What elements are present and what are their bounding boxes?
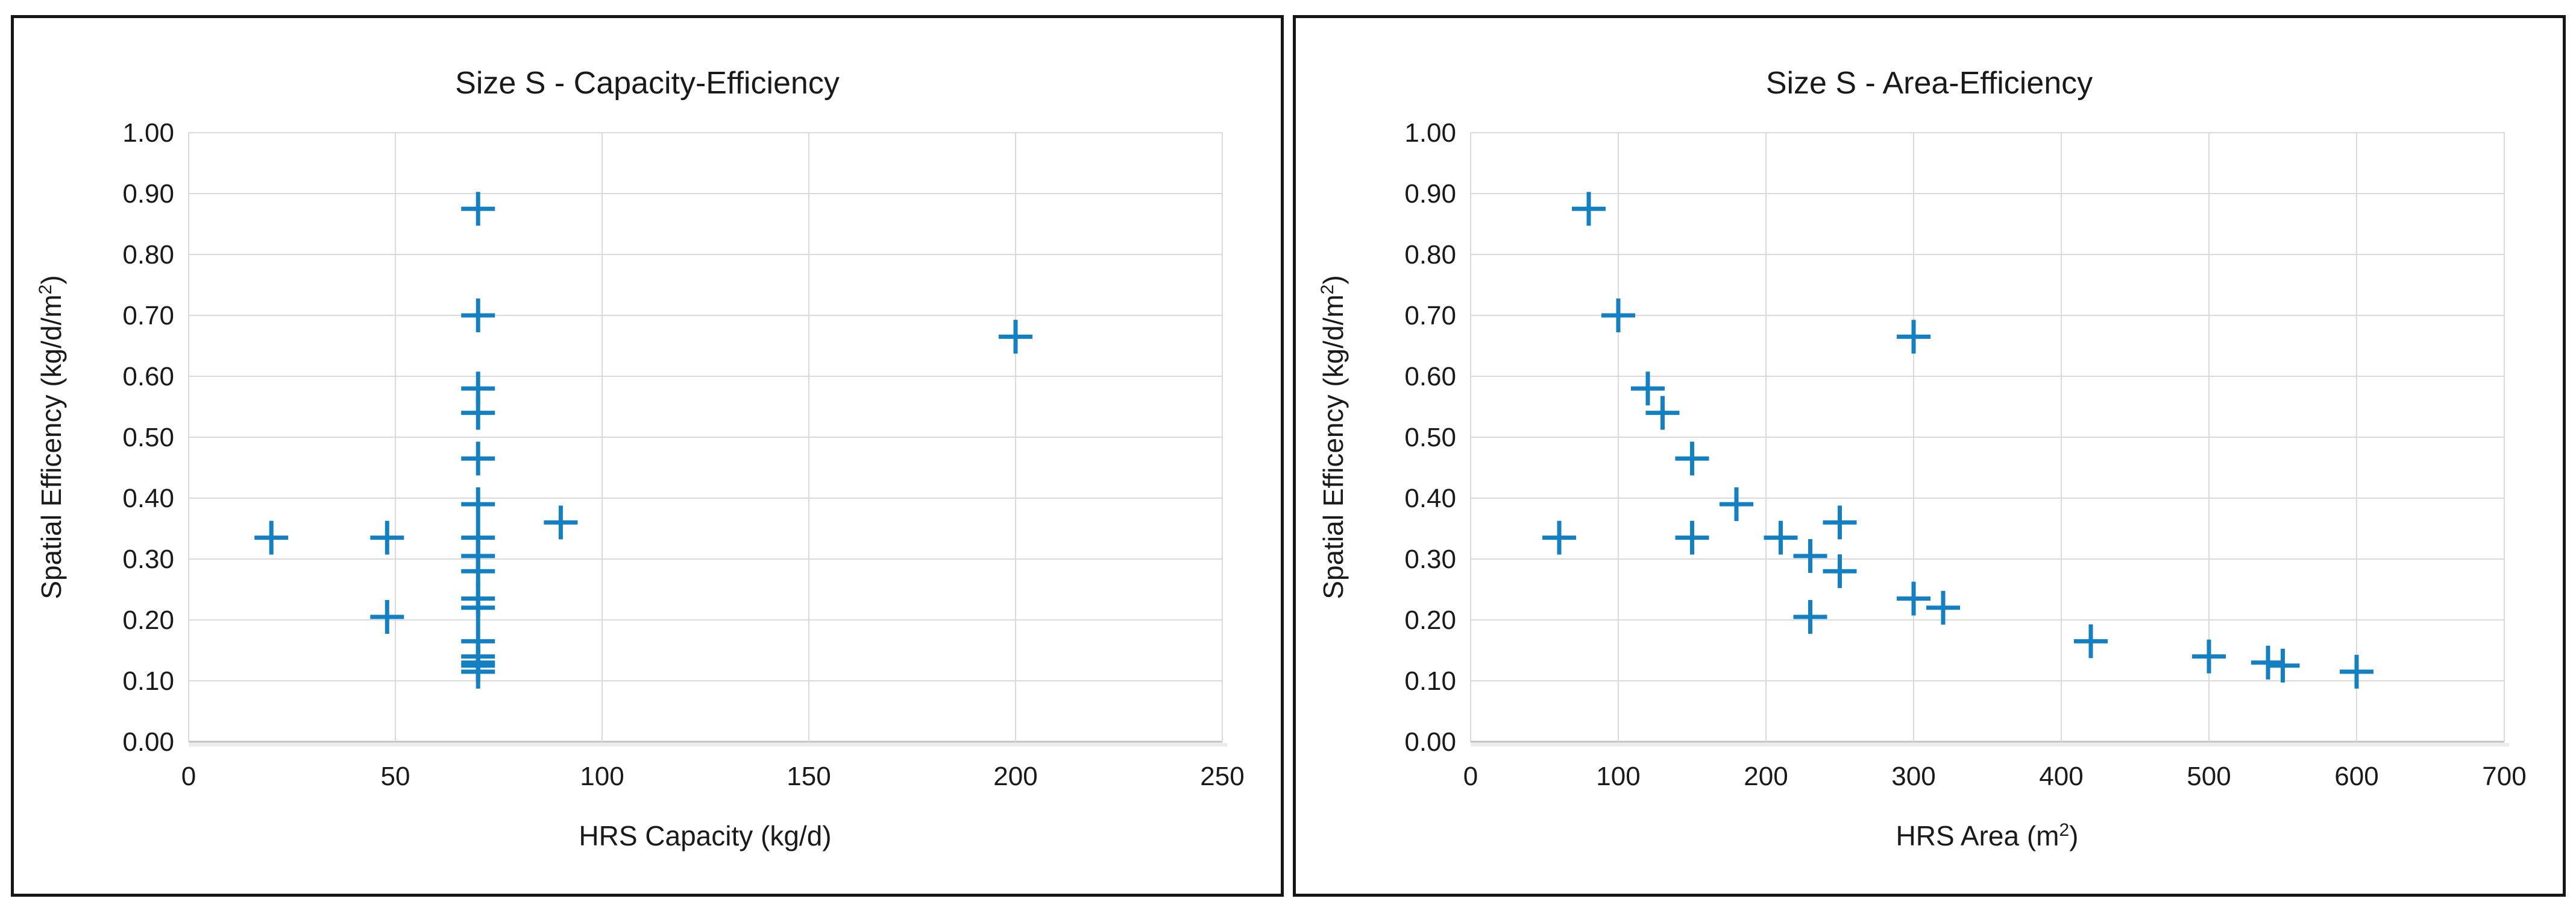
- x-tick-label: 50: [381, 762, 410, 791]
- data-point-marker: [2074, 624, 2108, 659]
- data-point-marker: [254, 520, 289, 555]
- data-point-marker: [1675, 441, 1709, 476]
- data-point-marker: [2266, 648, 2300, 683]
- data-point-marker: [461, 299, 495, 332]
- y-tick-label: 0.50: [122, 423, 174, 452]
- capacity-efficiency-chart-panel: 0.00 0.10 0.20 0.30 0.40 0.50 0.60 0.70 0.80 0.90…: [11, 15, 1284, 897]
- data-point-marker: [1572, 192, 1606, 226]
- x-tick-label: 200: [1744, 762, 1788, 791]
- capacity-grid-layer: [188, 132, 1227, 747]
- y-tick-label: 0.40: [122, 484, 174, 513]
- y-tick-label: 0.90: [1404, 179, 1456, 209]
- y-tick-label: 0.50: [1404, 423, 1456, 452]
- chart-title: Size S - Area-Efficiency: [1766, 66, 2093, 101]
- x-tick-label: 0: [1463, 762, 1478, 791]
- data-point-marker: [2340, 654, 2373, 689]
- data-point-marker: [1631, 371, 1665, 406]
- data-point-marker: [461, 654, 495, 689]
- data-point-marker: [1793, 599, 1827, 634]
- data-point-marker: [461, 396, 495, 430]
- area-marker-layer: [1542, 192, 2373, 689]
- capacity-marker-layer: [254, 192, 1032, 689]
- x-tick-label: 100: [580, 762, 624, 791]
- y-tick-label: 0.40: [1404, 484, 1456, 513]
- capacity-efficiency-chart: 0.00 0.10 0.20 0.30 0.40 0.50 0.60 0.70 0.80 0.90…: [36, 66, 1245, 851]
- x-tick-label: 700: [2482, 762, 2526, 791]
- y-tick-label: 0.20: [122, 605, 174, 635]
- x-tick-label: 150: [787, 762, 831, 791]
- y-tick-label: 0.30: [122, 545, 174, 574]
- y-axis-title: Spatial Efficency (kg/d/m2): [1318, 275, 1349, 599]
- y-tick-label: 0.80: [1404, 240, 1456, 270]
- data-point-marker: [461, 192, 495, 226]
- data-point-marker: [1793, 539, 1827, 573]
- x-axis-title: HRS Capacity (kg/d): [579, 820, 831, 851]
- y-tick-label: 0.80: [122, 240, 174, 270]
- x-tick-label: 400: [2039, 762, 2083, 791]
- x-axis-title: HRS Area (m2): [1896, 820, 2079, 851]
- x-tick-label: 0: [181, 762, 196, 791]
- x-tick-label: 500: [2187, 762, 2231, 791]
- data-point-marker: [999, 320, 1032, 354]
- data-point-marker: [1897, 581, 1930, 616]
- y-axis-title: Spatial Efficency (kg/d/m2): [36, 275, 67, 599]
- y-tick-label: 0.60: [122, 362, 174, 391]
- y-tick-label: 0.30: [1404, 545, 1456, 574]
- y-tick-label: 0.90: [122, 179, 174, 209]
- data-point-marker: [1601, 299, 1635, 332]
- y-tick-label: 1.00: [122, 118, 174, 148]
- data-point-marker: [1645, 396, 1680, 430]
- x-tick-label: 100: [1596, 762, 1640, 791]
- data-point-marker: [2192, 639, 2226, 674]
- data-point-marker: [1542, 520, 1576, 555]
- y-tick-label: 0.00: [1404, 727, 1456, 757]
- x-tick-label: 600: [2334, 762, 2378, 791]
- y-tick-label: 0.70: [122, 301, 174, 330]
- data-point-marker: [1823, 554, 1857, 589]
- data-point-marker: [461, 487, 495, 522]
- y-tick-label: 0.70: [1404, 301, 1456, 330]
- area-ticks-layer: 0.00 0.10 0.20 0.30 0.40 0.50 0.60 0.70 0.80 0.90…: [1404, 118, 2526, 791]
- y-tick-label: 0.00: [122, 727, 174, 757]
- area-grid-layer: [1470, 132, 2509, 747]
- data-point-marker: [1897, 320, 1930, 354]
- area-efficiency-chart-panel: 0.00 0.10 0.20 0.30 0.40 0.50 0.60 0.70 0.80 0.90…: [1293, 15, 2566, 897]
- y-tick-label: 0.20: [1404, 605, 1456, 635]
- x-tick-label: 200: [993, 762, 1037, 791]
- data-point-marker: [1720, 487, 1753, 522]
- data-point-marker: [1926, 590, 1960, 625]
- chart-title: Size S - Capacity-Efficiency: [455, 66, 840, 101]
- x-tick-label: 250: [1200, 762, 1244, 791]
- data-point-marker: [1764, 520, 1798, 555]
- y-tick-label: 0.60: [1404, 362, 1456, 391]
- y-tick-label: 1.00: [1404, 118, 1456, 148]
- data-point-marker: [370, 599, 404, 634]
- capacity-ticks-layer: 0.00 0.10 0.20 0.30 0.40 0.50 0.60 0.70 0.80 0.90…: [122, 118, 1244, 791]
- data-point-marker: [370, 520, 404, 555]
- y-tick-label: 0.10: [122, 666, 174, 696]
- data-point-marker: [461, 441, 495, 476]
- data-point-marker: [2251, 645, 2285, 680]
- y-tick-label: 0.10: [1404, 666, 1456, 696]
- data-point-marker: [1823, 505, 1857, 540]
- data-point-marker: [544, 505, 578, 540]
- area-efficiency-chart: 0.00 0.10 0.20 0.30 0.40 0.50 0.60 0.70 0.80 0.90…: [1318, 66, 2527, 851]
- data-point-marker: [1675, 520, 1709, 555]
- data-point-marker: [461, 590, 495, 625]
- x-tick-label: 300: [1891, 762, 1935, 791]
